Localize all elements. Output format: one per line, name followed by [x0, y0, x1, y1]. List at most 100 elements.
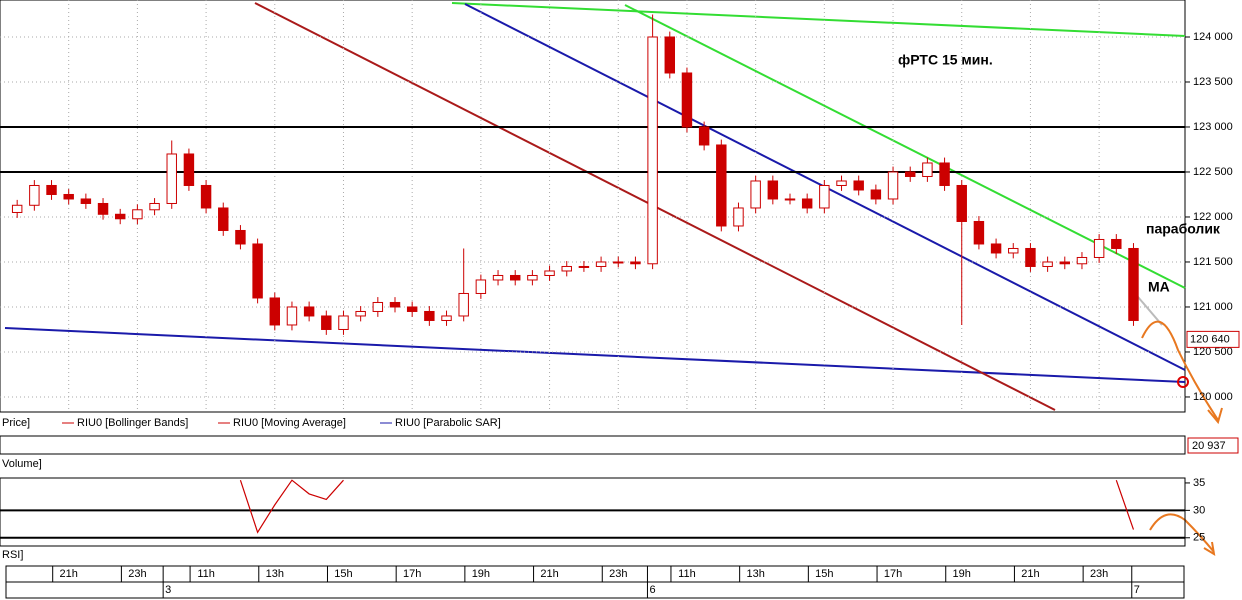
candle-body [733, 207, 744, 227]
price-panel [0, 0, 1186, 413]
y-tick-label: 122 000 [1193, 211, 1233, 223]
candle-body [750, 180, 761, 209]
candle-body [252, 243, 263, 299]
candle-body [939, 162, 950, 186]
candle-body [63, 193, 74, 200]
candle-body [647, 36, 658, 265]
candle-body [1093, 238, 1105, 258]
y-tick-label: 121 000 [1193, 301, 1233, 313]
candle-body [458, 292, 469, 317]
candle-body [338, 315, 349, 330]
candle-body [492, 274, 504, 281]
candle-body [1059, 261, 1071, 265]
candle-body [527, 274, 538, 281]
x-tick-label: 11h [197, 568, 215, 580]
candle-body [166, 153, 177, 204]
x-tick-label: 17h [403, 568, 421, 580]
trend-line [4, 327, 1186, 383]
candle-body [990, 243, 1002, 254]
candle-body [578, 265, 590, 268]
candle-body [183, 153, 195, 186]
panel-label: RSI] [2, 549, 23, 561]
candle-body [1111, 238, 1122, 249]
candle-body [303, 306, 315, 317]
candle-body [475, 279, 487, 294]
candle-body [269, 297, 281, 326]
y-tick-label: 120 000 [1193, 391, 1233, 403]
candle-body [11, 204, 23, 213]
annotation: фРТС 15 мин. [898, 52, 993, 68]
candle-body [819, 184, 830, 209]
candle-body [132, 209, 143, 220]
candle-body [406, 306, 418, 312]
legend-label: RIU0 [Bollinger Bands] [77, 417, 188, 429]
candle-body [664, 36, 676, 74]
candle-body [973, 220, 985, 245]
x-tick-label: 15h [334, 568, 352, 580]
panel-label: Price] [2, 417, 30, 429]
candle-body [1008, 247, 1019, 254]
y-tick-label: 124 000 [1193, 31, 1233, 43]
candle-body [441, 315, 452, 321]
x-tick-label: 17h [884, 568, 902, 580]
candle-body [200, 184, 212, 209]
volume-last: 20 937 [1192, 440, 1226, 452]
x-tick-label: 11h [678, 568, 696, 580]
candle-body [355, 310, 366, 317]
panel-label: Volume] [2, 458, 42, 470]
x-tick-label: 19h [953, 568, 971, 580]
x-tick-label: 15h [815, 568, 833, 580]
y-tick-label: 121 500 [1193, 256, 1233, 268]
candle-body [1042, 261, 1053, 267]
volume-panel [0, 435, 1186, 455]
candle-body [716, 144, 727, 227]
value-box [1187, 437, 1239, 454]
marker-circle [1177, 376, 1189, 388]
candle-body [922, 162, 933, 177]
candle-body [544, 270, 555, 276]
candle-body [389, 301, 401, 308]
candle-body [80, 198, 92, 204]
y-tick-label: 35 [1193, 477, 1205, 489]
annotation: параболик [1146, 221, 1221, 237]
trend-line [451, 2, 1186, 37]
price-box [1186, 330, 1240, 348]
candle-body [235, 229, 246, 245]
candle-body [630, 261, 641, 265]
legend-label: RIU0 [Moving Average] [233, 417, 346, 429]
candle-body [887, 171, 899, 200]
date-label: 6 [649, 584, 655, 596]
rsi-panel [0, 477, 1186, 547]
date-label: 7 [1134, 584, 1140, 596]
x-tick-label: 23h [609, 568, 627, 580]
candle-body [561, 265, 572, 272]
candle-body [29, 184, 40, 206]
x-tick-label: 21h [1021, 568, 1039, 580]
candle-body [904, 171, 916, 177]
candle-body [836, 180, 847, 186]
y-tick-label: 122 500 [1193, 166, 1233, 178]
y-tick-label: 123 500 [1193, 76, 1233, 88]
trend-line [624, 4, 1186, 289]
candle-body [46, 184, 57, 195]
candle-body [1025, 247, 1036, 267]
candle-body [1128, 247, 1139, 321]
x-tick-label: 19h [472, 568, 490, 580]
y-tick-label: 120 500 [1193, 346, 1233, 358]
candle-body [956, 184, 967, 222]
candle-body [424, 310, 435, 321]
candle-body [801, 198, 813, 209]
candle-body [114, 213, 126, 220]
x-tick-label: 21h [540, 568, 558, 580]
date-label: 3 [165, 584, 171, 596]
y-tick-label: 30 [1193, 504, 1205, 516]
x-tick-label: 21h [60, 568, 78, 580]
legend-label: RIU0 [Parabolic SAR] [395, 417, 501, 429]
candle-body [372, 301, 384, 312]
price-label: 120 640 [1190, 333, 1230, 345]
y-tick-label: 25 [1193, 532, 1205, 544]
candle-body [321, 315, 332, 330]
candle-body [218, 207, 229, 231]
candle-body [784, 198, 796, 201]
